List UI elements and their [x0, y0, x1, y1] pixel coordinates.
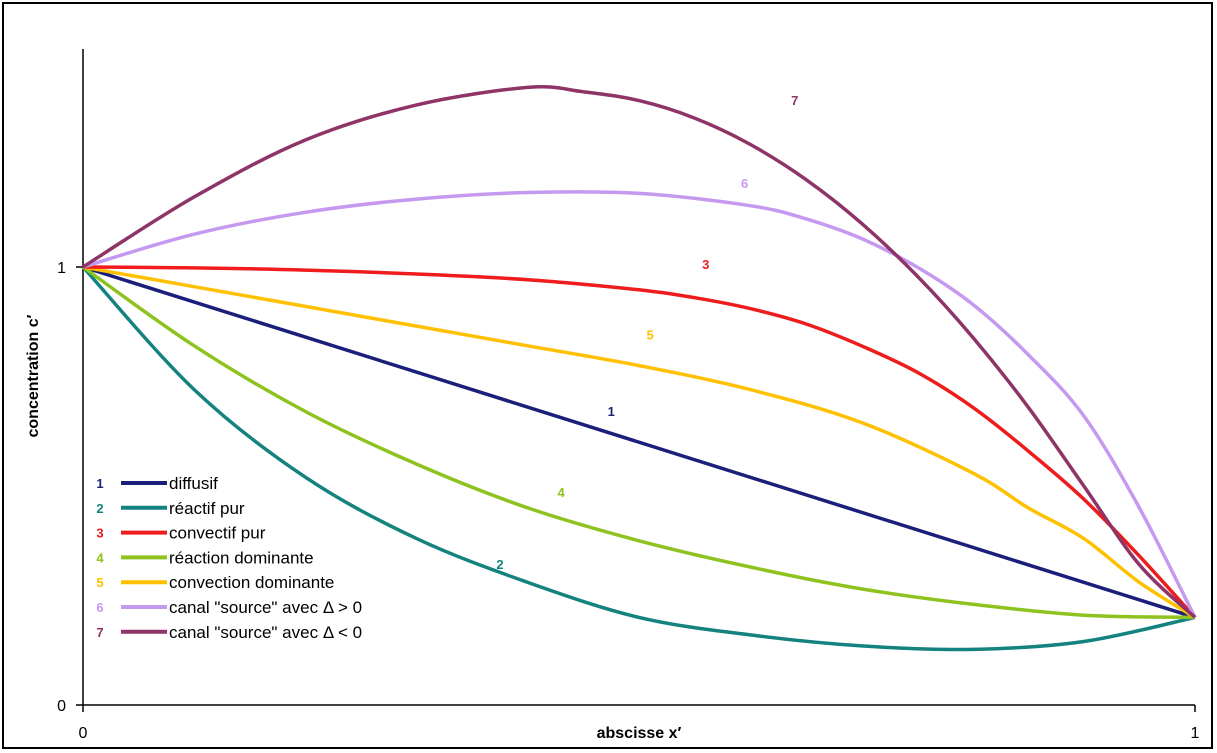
x-tick-label-0: 0	[79, 725, 88, 742]
legend-number: 6	[96, 600, 103, 615]
legend: 1 diffusif 2 réactif pur 3 convectif pur 4 réac…	[96, 474, 362, 642]
series-line-1	[82, 265, 1196, 620]
y-axis-label: concentration c′	[25, 314, 42, 437]
legend-number: 5	[96, 575, 103, 590]
axes: 0 1 0 1 abscisse x′ concentration c′	[25, 49, 1200, 742]
series-layer	[81, 85, 1197, 652]
x-axis-label: abscisse x′	[597, 725, 682, 742]
curve-label-3: 3	[702, 257, 709, 272]
series-line-2	[81, 265, 1196, 652]
legend-label: diffusif	[169, 474, 218, 493]
series-line-5	[82, 265, 1196, 619]
legend-label: réaction dominante	[169, 548, 314, 567]
legend-item-5: 5 convection dominante	[96, 573, 334, 592]
line-chart: 0 1 0 1 abscisse x′ concentration c′ 1 2 3…	[25, 49, 1200, 742]
legend-item-6: 6 canal "source" avec Δ > 0	[96, 598, 362, 617]
legend-item-4: 4 réaction dominante	[96, 548, 313, 567]
x-tick-label-1: 1	[1191, 725, 1200, 742]
legend-label: canal "source" avec Δ < 0	[169, 623, 362, 642]
legend-item-2: 2 réactif pur	[96, 499, 245, 518]
legend-label: convectif pur	[169, 524, 266, 543]
curve-label-2: 2	[496, 557, 503, 572]
y-tick-label-0: 0	[57, 698, 66, 715]
curve-label-1: 1	[608, 404, 615, 419]
series-line-6	[82, 190, 1197, 619]
legend-number: 3	[96, 526, 103, 541]
legend-item-3: 3 convectif pur	[96, 524, 265, 543]
legend-label: canal "source" avec Δ > 0	[169, 598, 362, 617]
series-labels: 1 2 3 4 5 6 7	[496, 93, 798, 572]
series-line-4	[81, 265, 1196, 620]
series-line-7	[82, 85, 1197, 619]
legend-label: convection dominante	[169, 573, 334, 592]
y-tick-label-1: 1	[57, 260, 66, 277]
legend-number: 2	[96, 501, 103, 516]
curve-label-7: 7	[791, 93, 798, 108]
legend-item-1: 1 diffusif	[96, 474, 218, 493]
curve-label-5: 5	[647, 327, 654, 342]
curve-label-4: 4	[558, 485, 566, 500]
legend-number: 4	[96, 550, 104, 565]
legend-number: 7	[96, 625, 103, 640]
legend-item-7: 7 canal "source" avec Δ < 0	[96, 623, 362, 642]
legend-label: réactif pur	[169, 499, 245, 518]
legend-number: 1	[96, 476, 103, 491]
curve-label-6: 6	[741, 176, 748, 191]
series-line-3	[82, 265, 1197, 619]
